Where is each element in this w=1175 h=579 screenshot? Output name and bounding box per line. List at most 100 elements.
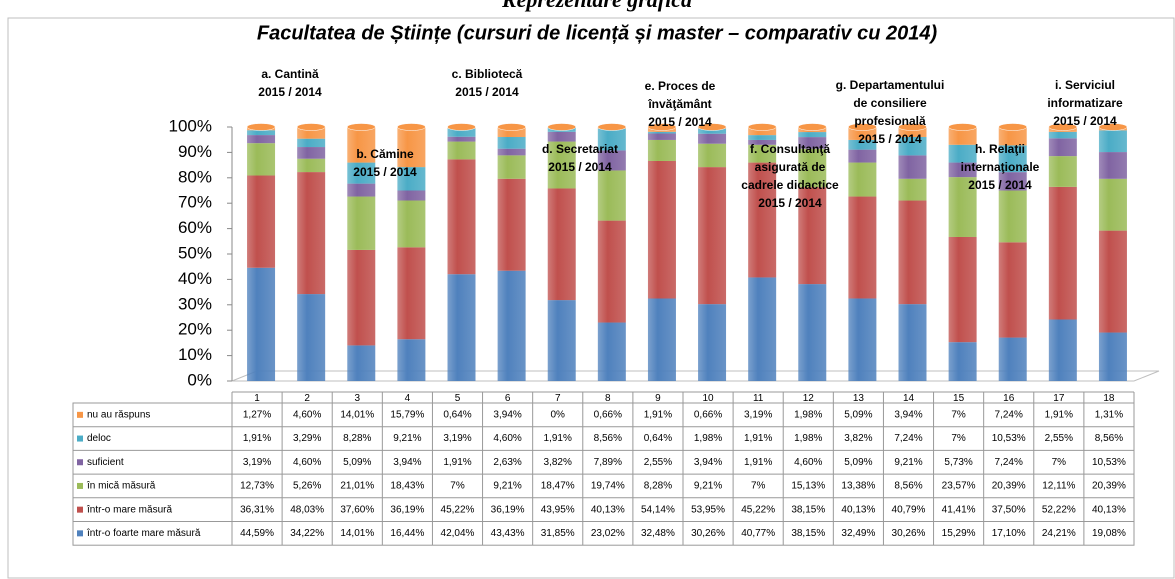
table-value: 9,21% (894, 457, 922, 468)
table-value: 24,21% (1042, 528, 1076, 539)
table-value: 30,26% (691, 528, 725, 539)
table-value: 32,48% (641, 528, 675, 539)
x-tick-label: 18 (1103, 393, 1115, 404)
table-value: 0,64% (644, 433, 672, 444)
bar-segment (497, 127, 526, 138)
bar-segment (1098, 152, 1127, 179)
table-value: 3,19% (243, 457, 271, 468)
bar-segment (848, 162, 877, 197)
legend-key (77, 530, 83, 537)
y-tick-label: 40% (178, 269, 212, 288)
bar-segment (297, 147, 326, 159)
table-value: 48,03% (290, 504, 324, 515)
table-value: 1,98% (794, 409, 822, 420)
table-value: 16,44% (390, 528, 424, 539)
table-value: 3,29% (293, 433, 321, 444)
bar-cap (447, 123, 476, 131)
bar-segment (848, 298, 877, 381)
table-value: 38,15% (791, 504, 825, 515)
bar-segment (998, 190, 1027, 243)
table-value: 8,28% (644, 481, 672, 492)
table-value: 44,59% (240, 528, 274, 539)
bar-segment (798, 137, 827, 149)
table-value: 1,31% (1095, 409, 1123, 420)
annotation: 2015 / 2014 (353, 165, 417, 179)
table-value: 37,60% (340, 504, 374, 515)
x-tick-label: 13 (853, 393, 865, 404)
table-value: 0,64% (443, 409, 471, 420)
bar-cap (898, 123, 927, 131)
table-value: 0% (550, 409, 565, 420)
table-value: 7,24% (995, 409, 1023, 420)
table-value: 8,56% (1095, 433, 1123, 444)
table-value: 1,91% (443, 457, 471, 468)
annotation: b. Cămine (356, 147, 414, 161)
bar-segment (748, 162, 777, 278)
bar-segment (397, 200, 426, 248)
bar-segment (948, 144, 977, 163)
bar-segment (898, 200, 927, 305)
table-value: 7,89% (594, 457, 622, 468)
table-value: 40,77% (741, 528, 775, 539)
bar-segment (547, 141, 576, 189)
table-value: 15,79% (390, 409, 424, 420)
y-tick-label: 30% (178, 294, 212, 313)
y-tick-label: 60% (178, 218, 212, 237)
bar-segment (597, 322, 626, 381)
bar-cap (948, 123, 977, 131)
bar-segment (898, 304, 927, 381)
annotation: 2015 / 2014 (758, 196, 822, 210)
annotation: 2015 / 2014 (968, 178, 1032, 192)
table-value: 7,24% (995, 457, 1023, 468)
y-tick-label: 20% (178, 320, 212, 339)
table-value: 36,19% (390, 504, 424, 515)
annotation: 2015 / 2014 (648, 115, 712, 129)
table-value: 40,13% (1092, 504, 1126, 515)
annotation: i. Serviciul (1055, 78, 1115, 92)
bar-segment (397, 339, 426, 381)
bar-segment (698, 133, 727, 144)
annotation: informatizare (1047, 96, 1123, 110)
bar-segment (848, 196, 877, 299)
table-value: 3,82% (544, 457, 572, 468)
bar-cap (697, 123, 727, 131)
y-tick-label: 10% (178, 345, 212, 364)
table-value: 3,94% (694, 457, 722, 468)
x-tick-label: 5 (455, 393, 461, 404)
bar-segment (748, 139, 777, 145)
bar-segment (798, 132, 827, 138)
table-value: 17,10% (992, 528, 1026, 539)
x-tick-label: 8 (605, 393, 611, 404)
x-tick-label: 12 (803, 393, 815, 404)
bar-cap (1048, 123, 1078, 131)
annotation: e. Proces de (645, 79, 716, 93)
table-value: 7% (751, 481, 766, 492)
bar-segment (597, 150, 626, 171)
bar-segment (497, 178, 526, 271)
bar-segment (1048, 319, 1077, 381)
bar-segment (1048, 131, 1077, 139)
table-value: 5,26% (293, 481, 321, 492)
annotation: 2015 / 2014 (455, 85, 519, 99)
table-value: 21,01% (340, 481, 374, 492)
table-value: 7,24% (894, 433, 922, 444)
bar-segment (1098, 230, 1127, 333)
bar-segment (397, 167, 426, 191)
bar-segment (347, 127, 376, 163)
bar-segment (497, 148, 526, 156)
table-value: 37,50% (992, 504, 1026, 515)
y-tick-label: 0% (187, 370, 212, 389)
table-value: 54,14% (641, 504, 675, 515)
table-value: 4,60% (293, 457, 321, 468)
bar-segment (948, 236, 977, 343)
x-tick-label: 14 (903, 393, 915, 404)
table-value: 40,13% (841, 504, 875, 515)
bar-cap (347, 123, 376, 131)
legend-label: în mică măsură (86, 481, 156, 492)
bar-segment (647, 160, 676, 299)
supertitle: Reprezentare grafică (501, 0, 692, 12)
annotation: 2015 / 2014 (548, 160, 612, 174)
x-tick-label: 17 (1053, 393, 1065, 404)
table-value: 3,94% (393, 457, 421, 468)
bar-segment (597, 220, 626, 323)
